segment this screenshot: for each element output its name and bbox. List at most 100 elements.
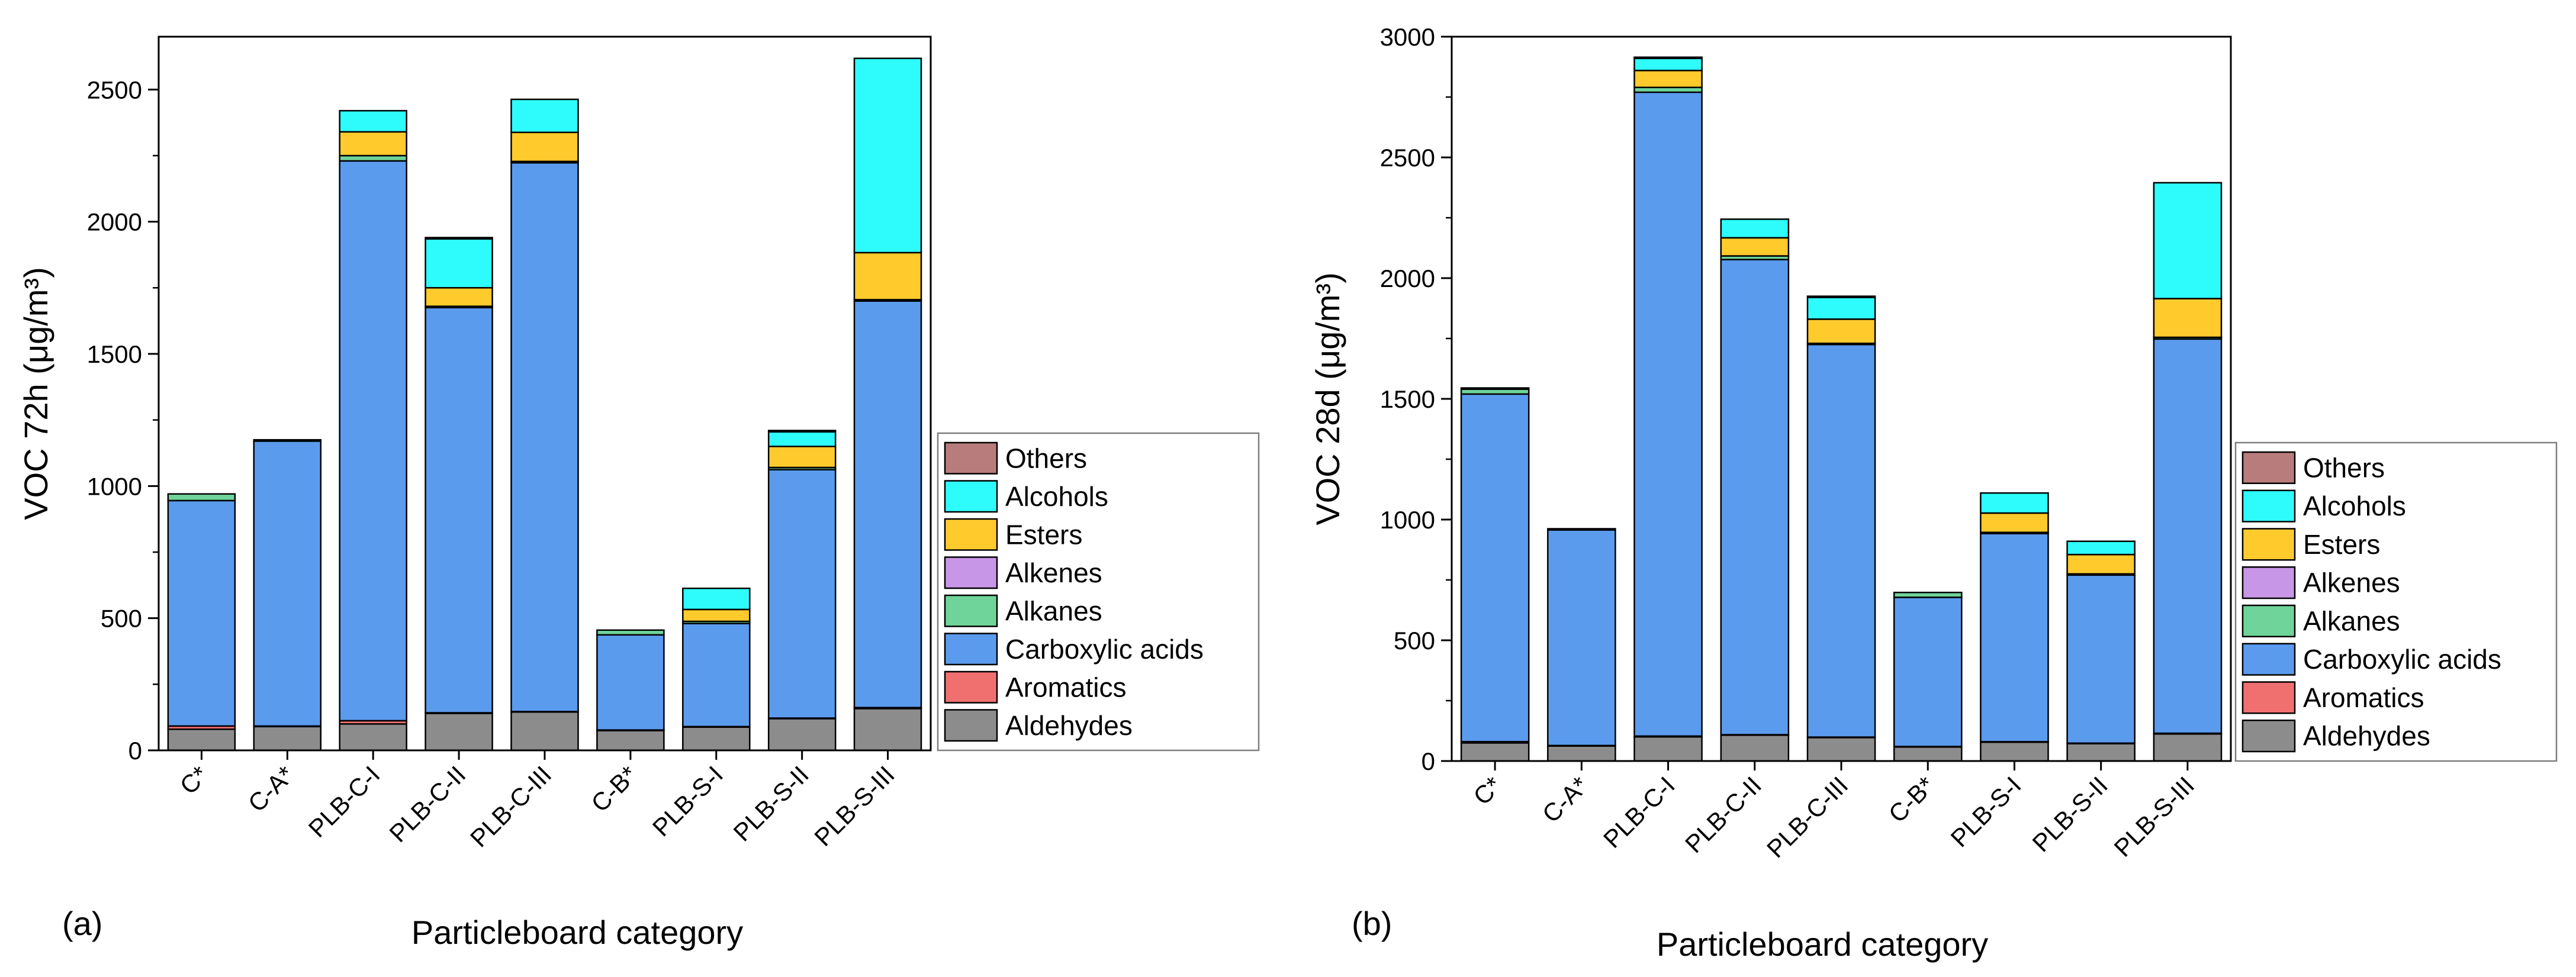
chart-2-bar-alcohols-4 xyxy=(1720,218,1790,239)
chart-2-legend-swatch-aromatics xyxy=(2241,681,2296,714)
chart-2-bar-aldehydes-4 xyxy=(1720,734,1790,762)
chart-2-bar-alcohols-7 xyxy=(1980,492,2049,514)
chart-1-legend-swatch-alcohols xyxy=(944,480,998,513)
chart-1-bar-carboxylic-acids-5 xyxy=(510,162,579,712)
chart-2-bar-aldehydes-9 xyxy=(2153,733,2223,762)
chart-2-legend-label-aromatics: Aromatics xyxy=(2303,682,2424,713)
chart-2-bar-esters-4 xyxy=(1720,237,1790,257)
chart-1-legend-label-others: Others xyxy=(1005,443,1087,473)
chart-1-bar-esters-7 xyxy=(682,608,751,623)
chart-2-legend-label-aldehydes: Aldehydes xyxy=(2303,721,2430,752)
chart-2-legend-swatch-aldehydes xyxy=(2241,720,2296,753)
chart-2-bar-carboxylic-acids-3 xyxy=(1633,91,1703,737)
chart-2-ytick-label: 1500 xyxy=(1380,385,1435,413)
chart-2-ytick-label: 2500 xyxy=(1380,144,1435,172)
chart-1-xtick-label: PLB-S-III xyxy=(809,760,900,852)
chart-2-xtick-label: PLB-S-III xyxy=(2109,771,2200,862)
chart-2-panel-label: (b) xyxy=(1352,905,1392,942)
chart-2-bar-carboxylic-acids-9 xyxy=(2153,338,2223,734)
chart-1-xtick-label: C-B* xyxy=(586,760,642,817)
chart-1-legend-label-aromatics: Aromatics xyxy=(1005,672,1126,702)
chart-1-xtick-label: PLB-S-I xyxy=(647,760,728,841)
chart-2-legend-swatch-alcohols xyxy=(2241,489,2296,523)
chart-2-ytick-label: 3000 xyxy=(1380,23,1435,51)
chart-2-legend-swatch-alkanes xyxy=(2241,604,2296,637)
chart-2-legend-swatch-carboxylic-acids xyxy=(2241,643,2296,676)
chart-1-bar-esters-9 xyxy=(853,251,922,301)
chart-2-ytick-label: 1000 xyxy=(1380,506,1435,534)
chart-2-bar-carboxylic-acids-5 xyxy=(1806,343,1876,738)
chart-2-xtick-label: C-B* xyxy=(1883,771,1940,828)
chart-1-bar-alkanes-6 xyxy=(596,629,665,636)
chart-2-bar-alkanes-2 xyxy=(1547,528,1616,531)
chart-1-bar-aldehydes-8 xyxy=(767,718,837,752)
chart-1-bar-others-4 xyxy=(424,237,493,240)
chart-1-bar-carboxylic-acids-6 xyxy=(596,634,665,731)
chart-2-legend-label-others: Others xyxy=(2303,452,2385,483)
chart-1-legend-label-alkenes: Alkenes xyxy=(1005,557,1102,588)
chart-1-bar-aldehydes-9 xyxy=(853,708,922,752)
chart-1-bar-carboxylic-acids-2 xyxy=(253,440,322,727)
chart-2-bar-aldehydes-6 xyxy=(1893,746,1963,762)
chart-1-bar-others-8 xyxy=(767,430,837,433)
chart-1-bar-esters-8 xyxy=(767,446,837,469)
chart-2-legend: Others Alcohols Esters Alkenes Alkanes Carbox… xyxy=(2234,441,2558,762)
chart-1-bar-esters-4 xyxy=(424,287,493,307)
chart-2-bar-esters-8 xyxy=(2066,553,2136,575)
chart-2-bar-alcohols-8 xyxy=(2066,540,2136,556)
chart-2-bar-alkanes-1 xyxy=(1460,388,1530,395)
chart-1-bar-carboxylic-acids-9 xyxy=(853,300,922,708)
chart-1-ylabel: VOC 72h (μg/m³) xyxy=(17,267,54,520)
chart-2-ytick-label: 2000 xyxy=(1380,265,1435,292)
chart-2-bar-esters-9 xyxy=(2153,298,2223,338)
chart-1-bar-alkanes-3 xyxy=(339,154,407,162)
chart-1-bar-esters-5 xyxy=(510,131,579,163)
chart-1-legend-label-alkanes: Alkanes xyxy=(1005,595,1102,626)
chart-1-bar-aldehydes-1 xyxy=(167,728,236,752)
chart-1-xlabel: Particleboard category xyxy=(411,914,743,951)
chart-2-bar-aldehydes-2 xyxy=(1547,745,1616,762)
chart-1-legend-swatch-carboxylic-acids xyxy=(944,633,998,666)
chart-1-xtick-label: PLB-S-II xyxy=(728,760,814,846)
chart-1-legend-swatch-others xyxy=(944,441,998,475)
chart-2-bar-esters-5 xyxy=(1806,318,1876,344)
chart-1-xtick-label: PLB-C-II xyxy=(384,760,471,847)
chart-2-legend-swatch-esters xyxy=(2241,528,2296,561)
chart-2-bar-esters-7 xyxy=(1980,512,2049,533)
chart-1-bar-aldehydes-6 xyxy=(596,730,665,752)
chart-1-ytick-label: 500 xyxy=(101,605,142,633)
chart-2-legend-swatch-others xyxy=(2241,451,2296,484)
chart-1-bar-alcohols-5 xyxy=(510,98,579,133)
chart-2-bar-alcohols-3 xyxy=(1633,57,1703,72)
chart-1-ytick-label: 2500 xyxy=(87,76,142,104)
chart-2-bar-carboxylic-acids-8 xyxy=(2066,574,2136,744)
chart-1-bar-alkanes-2 xyxy=(253,438,322,442)
chart-1-bar-alcohols-8 xyxy=(767,431,837,447)
chart-2-xtick-label: PLB-C-II xyxy=(1680,771,1767,858)
chart-2-bar-aldehydes-8 xyxy=(2066,743,2136,762)
chart-2-bar-aldehydes-7 xyxy=(1980,741,2049,762)
chart-2-bar-carboxylic-acids-4 xyxy=(1720,259,1790,736)
chart-1-legend-label-alcohols: Alcohols xyxy=(1005,481,1108,512)
chart-2-xlabel: Particleboard category xyxy=(1657,926,1988,963)
chart-1-legend-swatch-esters xyxy=(944,518,998,551)
chart-2-xtick-label: PLB-C-I xyxy=(1598,771,1680,853)
chart-2-bar-alkanes-6 xyxy=(1893,591,1963,598)
chart-1-ytick-label: 1500 xyxy=(87,340,142,368)
chart-2-bar-alcohols-9 xyxy=(2153,182,2223,299)
chart-1-bar-carboxylic-acids-7 xyxy=(682,623,751,728)
chart-2-xtick-label: PLB-C-III xyxy=(1761,771,1853,863)
chart-2-bar-carboxylic-acids-1 xyxy=(1460,393,1530,743)
chart-2-bar-carboxylic-acids-2 xyxy=(1547,529,1616,747)
chart-2-bar-alcohols-1 xyxy=(1460,387,1530,390)
chart-1-xtick-label: C* xyxy=(175,760,214,799)
chart-1-bar-aldehydes-5 xyxy=(510,711,579,752)
chart-1-bar-aldehydes-3 xyxy=(339,723,407,752)
chart-1-ytick-label: 2000 xyxy=(87,208,142,236)
chart-2-xtick-label: PLB-S-II xyxy=(2027,771,2113,857)
chart-1-bar-aldehydes-7 xyxy=(682,726,751,752)
chart-2-ytick-label: 500 xyxy=(1394,627,1435,654)
chart-1-panel-label: (a) xyxy=(62,905,102,942)
chart-1-bar-aldehydes-4 xyxy=(424,712,493,752)
